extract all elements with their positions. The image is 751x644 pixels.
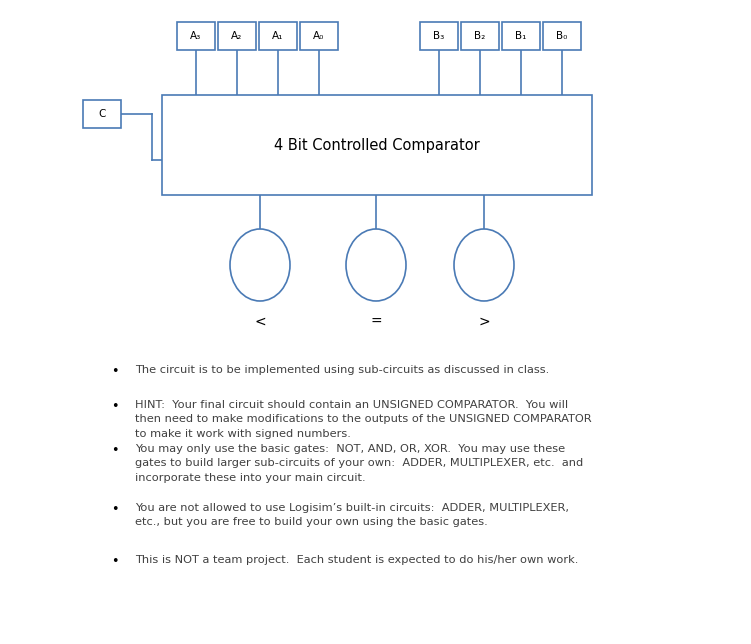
Text: B₀: B₀	[556, 31, 568, 41]
Ellipse shape	[346, 229, 406, 301]
Bar	[461, 22, 499, 50]
Bar	[83, 100, 121, 128]
Text: >: >	[478, 315, 490, 329]
Text: You are not allowed to use Logisim’s built-in circuits:  ADDER, MULTIPLEXER,
etc: You are not allowed to use Logisim’s bui…	[135, 503, 569, 527]
Text: You may only use the basic gates:  NOT, AND, OR, XOR.  You may use these
gates t: You may only use the basic gates: NOT, A…	[135, 444, 584, 483]
Text: =: =	[370, 315, 382, 329]
Text: •: •	[111, 503, 119, 516]
Text: •: •	[111, 555, 119, 568]
Text: •: •	[111, 400, 119, 413]
Text: This is NOT a team project.  Each student is expected to do his/her own work.: This is NOT a team project. Each student…	[135, 555, 578, 565]
Text: The circuit is to be implemented using sub-circuits as discussed in class.: The circuit is to be implemented using s…	[135, 365, 549, 375]
Bar	[162, 95, 592, 195]
Text: B₁: B₁	[515, 31, 526, 41]
Text: •: •	[111, 444, 119, 457]
Text: A₃: A₃	[190, 31, 201, 41]
Text: <: <	[254, 315, 266, 329]
Text: •: •	[111, 365, 119, 378]
Bar	[502, 22, 540, 50]
Bar	[420, 22, 458, 50]
Bar	[177, 22, 215, 50]
Text: HINT:  Your final circuit should contain an UNSIGNED COMPARATOR.  You will
then : HINT: Your final circuit should contain …	[135, 400, 592, 439]
Ellipse shape	[230, 229, 290, 301]
Bar	[300, 22, 338, 50]
Text: 4 Bit Controlled Comparator: 4 Bit Controlled Comparator	[274, 138, 480, 153]
Text: C: C	[98, 109, 106, 119]
Text: A₁: A₁	[273, 31, 284, 41]
Bar	[259, 22, 297, 50]
Bar	[543, 22, 581, 50]
Bar	[218, 22, 256, 50]
Ellipse shape	[454, 229, 514, 301]
Text: A₂: A₂	[231, 31, 243, 41]
Text: A₀: A₀	[313, 31, 324, 41]
Text: B₂: B₂	[475, 31, 486, 41]
Text: B₃: B₃	[433, 31, 445, 41]
